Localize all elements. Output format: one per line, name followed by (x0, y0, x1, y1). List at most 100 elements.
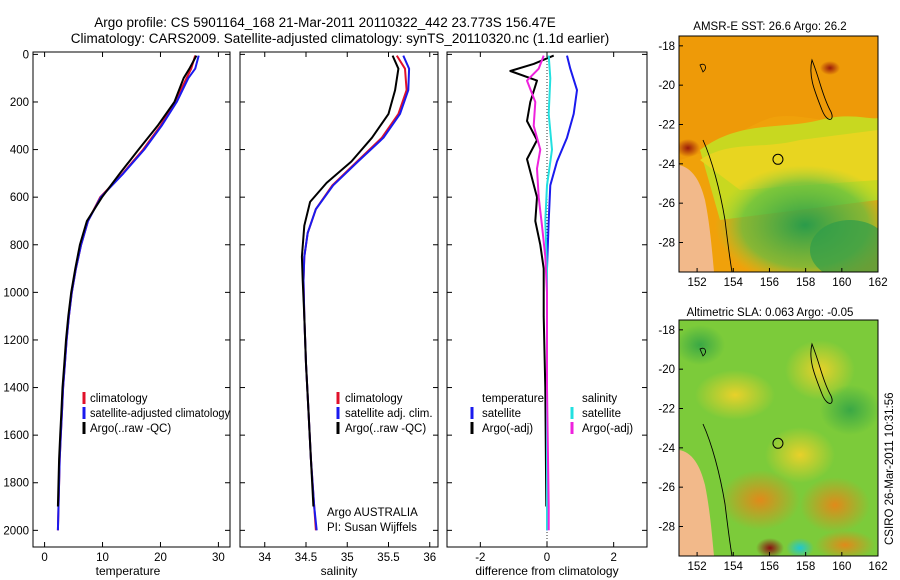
map-y-tick-label: -18 (658, 325, 675, 337)
x-tick-label: 0 (41, 552, 47, 564)
sst-land (679, 165, 714, 272)
map-x-tick-label: 160 (832, 277, 851, 289)
x-tick-label: 35 (341, 552, 354, 564)
y-tick-label: 0 (23, 49, 29, 61)
sst-heatmap (679, 36, 878, 272)
map-x-tick-label: 162 (868, 277, 887, 289)
sla-argo-marker (772, 437, 784, 449)
y-tick-label: 1600 (3, 430, 29, 442)
legend-label-sal-satellite: satellite (582, 408, 621, 420)
sla-patch (815, 530, 875, 556)
map-y-tick-label: -28 (658, 238, 675, 250)
sst-contour (702, 139, 733, 272)
legend-label-satellite: satellite adj. clim. (345, 408, 433, 420)
map-y-tick-label: -22 (658, 120, 675, 132)
sst-hot-spot (820, 61, 840, 75)
legend-label-climatology: climatology (90, 393, 148, 405)
y-tick-label: 1400 (3, 383, 29, 395)
difference-xlabel: difference from climatology (475, 564, 618, 578)
x-tick-label: 34 (258, 552, 271, 564)
difference-panel: -2 0 2 difference from climatology tempera… (446, 51, 648, 578)
y-tick-label: 1800 (3, 478, 29, 490)
sla-patch (786, 538, 814, 556)
series-line-argo-raw-qc- (56, 55, 198, 507)
argo-credit-line2: PI: Susan Wijffels (327, 522, 417, 534)
y-tick-label: 1000 (3, 287, 29, 299)
title-line1: Argo profile: CS 5901164_168 21-Mar-2011… (94, 15, 556, 30)
legend-label-temp-argo: Argo(-adj) (482, 423, 533, 435)
legend-label-satellite: satellite-adjusted climatology (90, 408, 230, 420)
y-tick-label: 2000 (3, 525, 29, 537)
series-line-salinity-argo-adj- (526, 55, 550, 531)
sst-contour (699, 63, 706, 73)
sla-patch (695, 370, 775, 420)
map-y-tick-label: -20 (658, 364, 675, 376)
sla-contour (702, 423, 733, 556)
map-y-tick-label: -18 (658, 41, 675, 53)
map-y-tick-label: -22 (658, 404, 675, 416)
sst-cool-patch (810, 220, 878, 272)
footer-stamp: CSIRO 26-Mar-2011 10:31:56 (884, 392, 896, 545)
legend-label-argo: Argo(..raw -QC) (345, 423, 426, 435)
salinity-legend: climatology satellite adj. clim. Argo(..… (336, 392, 433, 435)
difference-legend: temperature satellite Argo(-adj) salinit… (470, 393, 633, 435)
map-x-tick-label: 160 (832, 561, 851, 573)
sst-axes-box (678, 35, 879, 273)
sla-axes-box (678, 319, 879, 557)
y-tick-label: 600 (10, 192, 29, 204)
legend-label-climatology: climatology (345, 393, 403, 405)
map-x-tick-label: 152 (687, 277, 706, 289)
map-x-tick-label: 152 (687, 561, 706, 573)
series-line-argo-raw-qc- (300, 55, 400, 507)
sla-patch (679, 325, 725, 365)
sla-land (679, 450, 714, 556)
sla-patch (720, 470, 800, 530)
x-tick-label: 20 (154, 552, 167, 564)
map-y-tick-label: -24 (658, 159, 675, 171)
map-x-tick-label: 156 (760, 561, 779, 573)
map-x-tick-label: 158 (796, 561, 815, 573)
map-y-tick-label: -24 (658, 443, 675, 455)
legend-header-temperature: temperature (482, 393, 544, 405)
legend-header-salinity: salinity (582, 393, 617, 405)
y-tick-label: 1200 (3, 335, 29, 347)
temperature-panel: 0 10 20 30 0 200 400 600 800 1000 1200 1400 1600 1800… (3, 49, 231, 578)
legend-label-sal-argo: Argo(-adj) (582, 423, 633, 435)
temperature-axes-box (32, 51, 231, 548)
series-line-temperature-argo-adj- (509, 54, 555, 507)
legend-label-argo: Argo(..raw -QC) (90, 423, 171, 435)
temperature-xlabel: temperature (96, 564, 161, 578)
salinity-panel: 34 34.5 35 35.5 36 salinity climatology sate… (239, 51, 439, 578)
x-tick-label: 2 (610, 552, 616, 564)
x-tick-label: 0 (544, 552, 550, 564)
y-tick-label: 400 (10, 145, 29, 157)
x-tick-label: 10 (96, 552, 109, 564)
sla-contour (699, 347, 706, 357)
map-y-tick-label: -26 (658, 482, 675, 494)
sla-patch (785, 340, 855, 400)
sla-heatmap (679, 320, 878, 556)
x-tick-label: 35.5 (377, 552, 399, 564)
sst-contour (810, 58, 833, 120)
y-tick-label: 200 (10, 97, 29, 109)
sst-map-panel: AMSR-E SST: 26.6 Argo: 26.2 152 154 156 158… (658, 21, 887, 289)
map-x-tick-label: 154 (724, 561, 744, 573)
sst-hot-spot (679, 139, 700, 157)
x-tick-label: 30 (212, 552, 225, 564)
sla-patch (756, 538, 784, 556)
map-x-tick-label: 158 (796, 277, 815, 289)
sla-contour (810, 342, 833, 404)
sla-patch (820, 385, 878, 435)
map-x-tick-label: 154 (724, 277, 744, 289)
sst-argo-marker (772, 153, 784, 165)
legend-label-temp-satellite: satellite (482, 408, 521, 420)
temperature-legend: climatology satellite-adjusted climatolo… (82, 392, 230, 435)
map-y-tick-label: -20 (658, 80, 675, 92)
salinity-xlabel: salinity (321, 564, 358, 578)
sst-map-title: AMSR-E SST: 26.6 Argo: 26.2 (693, 21, 846, 33)
sla-map-title: Altimetric SLA: 0.063 Argo: -0.05 (687, 307, 854, 319)
x-tick-label: 36 (423, 552, 436, 564)
map-x-tick-label: 156 (760, 277, 779, 289)
salinity-axes-box (239, 51, 439, 548)
